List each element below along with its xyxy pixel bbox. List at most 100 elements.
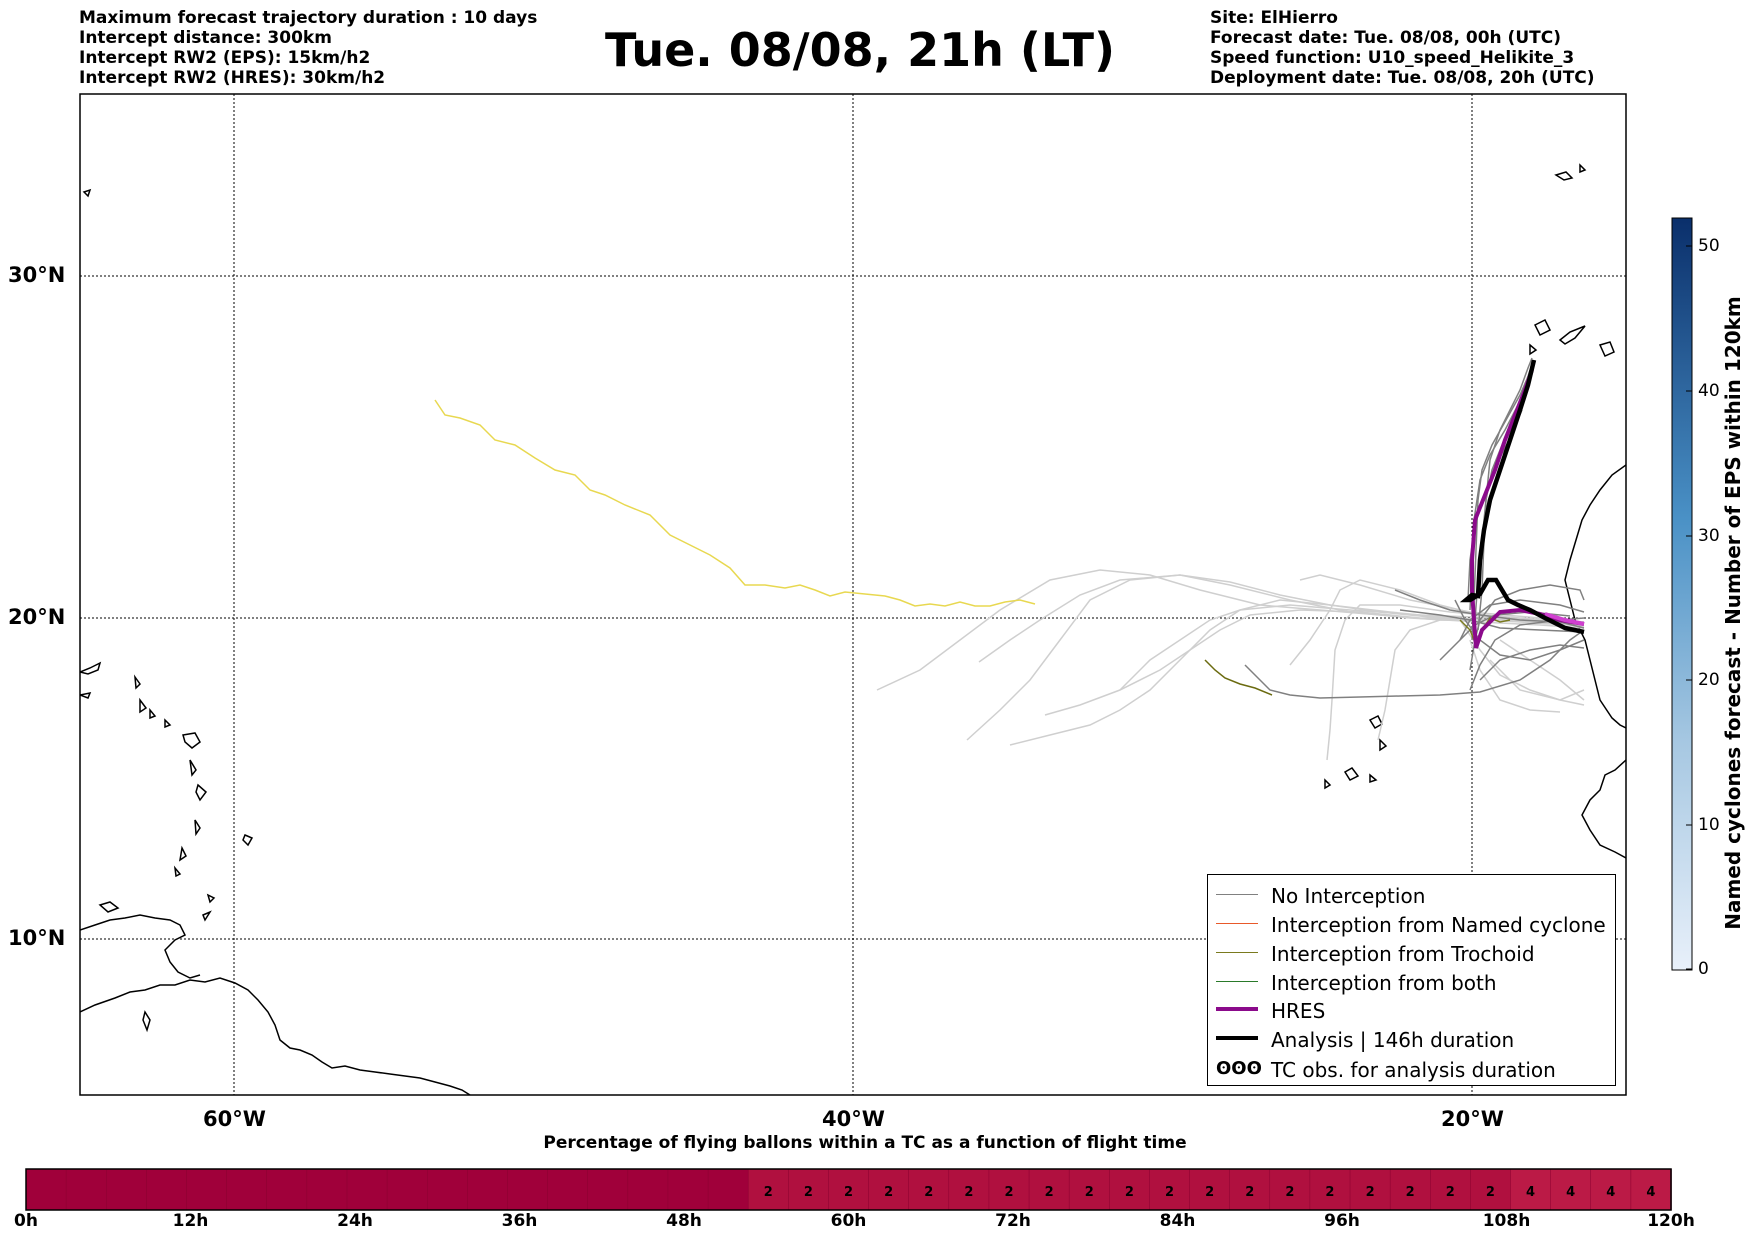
island	[242, 834, 254, 847]
island	[189, 759, 197, 777]
legend-swatch	[1216, 923, 1258, 924]
legend-swatch	[1216, 952, 1258, 953]
south-america-coast	[80, 977, 471, 1095]
flight-bar-cell-value: 2	[924, 1185, 933, 1200]
madeira	[1579, 163, 1587, 174]
lat-label-10n: 10°N	[8, 926, 66, 950]
trajectory-line	[1299, 574, 1585, 623]
flight-bar-tick-label: 36h	[501, 1211, 538, 1231]
legend-swatch	[1216, 981, 1258, 982]
legend-label: Interception from Named cyclone	[1271, 913, 1606, 937]
trajectory-line	[1489, 659, 1585, 701]
trajectory-line	[1399, 609, 1585, 633]
flight-bar-cell	[105, 1168, 148, 1211]
flight-bar-tick-label: 120h	[1647, 1211, 1695, 1231]
island	[98, 901, 120, 913]
flight-bar-tick-label: 12h	[172, 1211, 209, 1231]
flight-bar-cells: 2 2 2 2 2 2 2 2 2 2 2 2 2 2 2 2 2 2 2 4 4 4 4	[25, 1168, 1672, 1211]
island	[173, 865, 182, 878]
legend-label: No Interception	[1271, 884, 1426, 908]
flight-bar-cell-value: 2	[1245, 1185, 1254, 1200]
flight-bar-tick-label: 0h	[14, 1211, 38, 1231]
flight-bar-cell	[1309, 1168, 1351, 1211]
canary-islands	[1529, 343, 1538, 356]
flight-bar-cell-value: 2	[1085, 1185, 1094, 1200]
flight-bar-cell	[1068, 1168, 1111, 1211]
legend-label: Interception from both	[1271, 971, 1497, 995]
flight-bar-cell	[226, 1168, 268, 1211]
header-line: Deployment date: Tue. 08/08, 20h (UTC)	[1210, 68, 1595, 88]
colorbar-ticks	[1686, 245, 1692, 970]
flight-bar-tick-label: 60h	[830, 1211, 867, 1231]
flight-bar-cell-value: 2	[1325, 1185, 1334, 1200]
flight-bar-cell	[1470, 1168, 1512, 1211]
canary-islands	[1598, 341, 1615, 357]
flight-bar-title: Percentage of flying ballons within a TC…	[543, 1133, 1187, 1153]
header-line: Intercept RW2 (HRES): 30km/h2	[79, 68, 386, 88]
flight-bar-cell-value: 2	[764, 1185, 773, 1200]
header-line: Site: ElHierro	[1210, 8, 1338, 28]
flight-bar-cell-value: 2	[844, 1185, 853, 1200]
colorbar-tick-label: 20	[1698, 670, 1720, 690]
legend-item-analysis: Analysis | 146h duration	[1208, 1025, 1615, 1053]
flight-bar-cell	[25, 1168, 67, 1211]
trajectory-line	[1469, 639, 1561, 713]
flight-bar-cell-value: 2	[1004, 1185, 1013, 1200]
flight-bar-cell	[186, 1168, 228, 1211]
legend-label: TC obs. for analysis duration	[1271, 1058, 1556, 1082]
tc-symbol-icon: ʘʘʘ	[1216, 1058, 1262, 1079]
flight-bar-cell-value: 2	[804, 1185, 813, 1200]
legend-swatch	[1216, 1036, 1258, 1040]
island	[82, 188, 92, 198]
flight-bar-tick-label: 84h	[1159, 1211, 1196, 1231]
flight-bar-cell	[507, 1168, 549, 1211]
island	[134, 674, 141, 690]
trajectory-trochoid	[1204, 659, 1273, 696]
legend-swatch	[1216, 1007, 1258, 1011]
coastlines	[80, 163, 1626, 1095]
colorbar-tick-label: 30	[1698, 526, 1720, 546]
flight-bar-tick-label: 24h	[337, 1211, 373, 1231]
flight-bar-cell-value: 2	[1366, 1185, 1375, 1200]
west-africa-coast	[1564, 464, 1626, 729]
header-line: Intercept distance: 300km	[79, 28, 332, 48]
header-right-info: Site: ElHierro Forecast date: Tue. 08/08…	[1210, 8, 1595, 88]
trajectory-line	[1119, 604, 1585, 691]
legend-item-named-cyclone: Interception from Named cyclone	[1208, 910, 1615, 938]
flight-bar-cell-value: 2	[1406, 1185, 1415, 1200]
flight-bar-cell	[1510, 1168, 1552, 1211]
lon-label-60w: 60°W	[203, 1107, 266, 1131]
flight-bar-tick-label: 108h	[1482, 1211, 1531, 1231]
trajectory-line	[1471, 371, 1531, 641]
legend-item-trochoid: Interception from Trochoid	[1208, 939, 1615, 967]
island	[80, 691, 92, 699]
canary-islands	[1558, 325, 1586, 345]
flight-bar-cell-value: 2	[1205, 1185, 1214, 1200]
island	[139, 697, 148, 714]
island	[80, 661, 102, 675]
lon-label-20w: 20°W	[1441, 1107, 1504, 1131]
legend-item-hres: HRES	[1208, 996, 1615, 1024]
flight-bar-cell	[1189, 1168, 1231, 1211]
hres-trajectory	[1470, 369, 1585, 649]
flight-bar-cell	[1149, 1168, 1191, 1211]
cape-verde	[1324, 778, 1332, 790]
legend-item-tc-obs: ʘʘʘ TC obs. for analysis duration	[1208, 1055, 1615, 1083]
flight-bar-cell-value: 2	[1125, 1185, 1134, 1200]
legend-item-both: Interception from both	[1208, 968, 1615, 996]
flight-bar-frame	[25, 1168, 1672, 1211]
trajectory-line	[1479, 644, 1585, 681]
flight-bar-cell	[707, 1168, 749, 1211]
header-line: Maximum forecast trajectory duration : 1…	[79, 8, 538, 28]
flight-bar-cell	[467, 1168, 509, 1211]
flight-bar-cell	[1028, 1168, 1070, 1211]
lat-label-20n: 20°N	[8, 605, 66, 629]
header-left-info: Maximum forecast trajectory duration : 1…	[79, 8, 537, 88]
colorbar-tick-label: 10	[1698, 815, 1720, 835]
flight-bar-cell	[587, 1168, 629, 1211]
flight-bar-cell	[828, 1168, 870, 1211]
flight-bar-cell	[868, 1168, 910, 1211]
hres-trajectory-tail	[1544, 612, 1585, 626]
